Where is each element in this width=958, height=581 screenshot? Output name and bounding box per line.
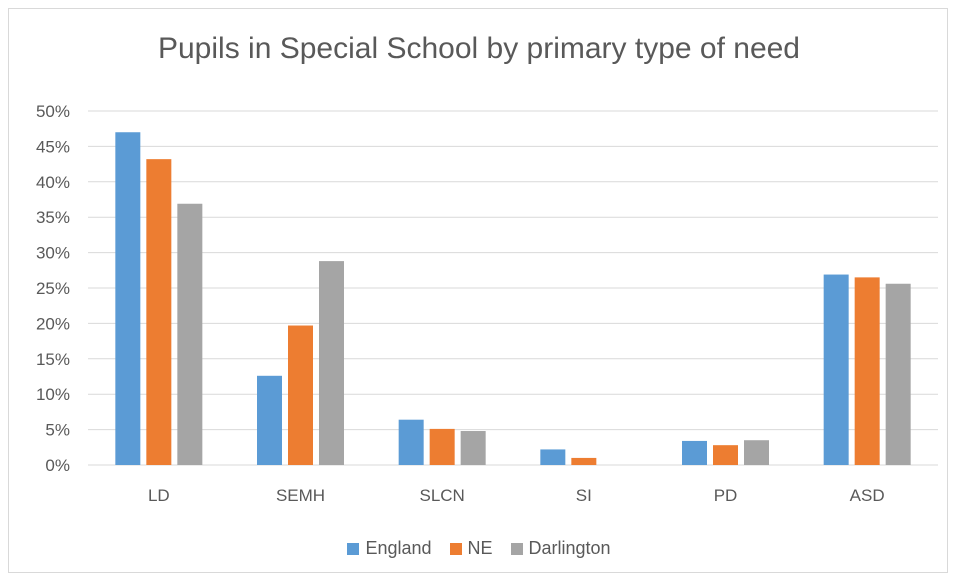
- y-tick-label: 0%: [45, 456, 70, 475]
- legend-label-darlington: Darlington: [528, 538, 611, 558]
- bar-darlington-slcn: [460, 431, 486, 465]
- y-tick-label: 5%: [45, 421, 70, 440]
- bar-ne-si: [571, 457, 597, 465]
- legend-swatch-ne: [449, 542, 462, 555]
- bar-england-asd: [823, 274, 849, 465]
- bar-ne-semh: [288, 325, 313, 465]
- y-tick-label: 50%: [36, 102, 70, 121]
- chart-title: Pupils in Special School by primary type…: [157, 32, 800, 65]
- y-tick-label: 15%: [36, 350, 70, 369]
- bar-england-si: [540, 449, 566, 465]
- bar-ne-slcn: [429, 428, 455, 465]
- bar-darlington-ld: [177, 203, 203, 466]
- y-tick-label: 30%: [36, 244, 70, 263]
- y-tick-label: 25%: [36, 279, 70, 298]
- bar-england-ld: [115, 132, 141, 466]
- bar-darlington-asd: [885, 283, 911, 465]
- y-tick-label: 40%: [36, 173, 70, 192]
- x-tick-label: LD: [148, 486, 170, 505]
- bar-darlington-semh: [319, 261, 344, 465]
- legend-label-ne: NE: [467, 538, 493, 558]
- legend-swatch-darlington: [510, 542, 523, 555]
- x-tick-label: SLCN: [419, 486, 464, 505]
- y-tick-label: 35%: [36, 208, 70, 227]
- legend-swatch-england: [347, 542, 360, 555]
- bar-ne-asd: [854, 277, 880, 465]
- legend-item-england: England: [347, 538, 432, 559]
- legend: England NE Darlington: [0, 538, 958, 559]
- legend-item-ne: NE: [449, 538, 493, 559]
- y-tick-label: 20%: [36, 314, 70, 333]
- bar-england-semh: [257, 375, 282, 465]
- x-tick-label: SEMH: [276, 486, 325, 505]
- y-tick-label: 45%: [36, 137, 70, 156]
- bar-england-slcn: [398, 419, 424, 465]
- x-tick-label: ASD: [850, 486, 885, 505]
- bar-ne-pd: [713, 445, 738, 465]
- legend-label-england: England: [365, 538, 432, 558]
- legend-item-darlington: Darlington: [510, 538, 611, 559]
- x-tick-label: SI: [576, 486, 592, 505]
- bar-ne-ld: [146, 159, 172, 466]
- y-tick-label: 10%: [36, 385, 70, 404]
- bar-england-pd: [682, 440, 707, 465]
- x-tick-label: PD: [714, 486, 738, 505]
- bar-darlington-pd: [744, 440, 769, 465]
